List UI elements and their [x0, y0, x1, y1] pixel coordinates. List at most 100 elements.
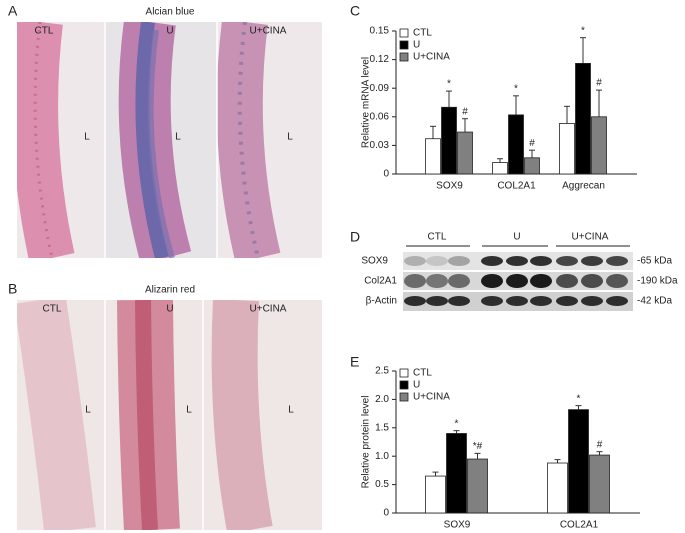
blot-band [606, 274, 628, 288]
blot-band [426, 296, 448, 306]
significance-mark: # [597, 439, 603, 450]
blot-band [448, 296, 470, 306]
blot-band [606, 256, 628, 266]
legend-label: U [413, 380, 420, 391]
histology-image [17, 300, 322, 530]
blot-band [506, 274, 528, 288]
bar [425, 138, 441, 175]
blot-band [556, 256, 578, 266]
blot-band [530, 296, 552, 306]
bar [446, 433, 467, 514]
row-label: Col2A1 [364, 276, 397, 287]
blot-band [581, 274, 603, 288]
significance-mark: *# [473, 441, 483, 452]
group-label: U [166, 26, 173, 37]
legend-label: CTL [413, 368, 432, 379]
legend-swatch [399, 28, 409, 38]
y-tick-label: 1.0 [375, 451, 389, 462]
blot-band [448, 256, 470, 266]
y-axis-label: Relative mRNA level [361, 57, 372, 148]
bar [492, 162, 508, 175]
legend-swatch [399, 52, 409, 62]
blot-band [506, 256, 528, 266]
group-label: U [166, 304, 173, 315]
significance-mark: * [514, 83, 518, 94]
legend-label: U+CINA [413, 52, 450, 63]
blot-band [530, 274, 552, 288]
legend-swatch [399, 40, 409, 50]
blot-band [404, 296, 426, 306]
bar [568, 409, 589, 514]
blot-band [506, 296, 528, 306]
significance-mark: # [462, 106, 468, 117]
y-tick-label: 0 [383, 508, 389, 519]
y-tick-label: 0.12 [370, 54, 390, 65]
panel-label: B [8, 281, 17, 297]
y-tick-label: 0 [383, 169, 389, 180]
x-tick-label: SOX9 [436, 181, 463, 192]
group-label: U [513, 232, 520, 243]
y-tick-label: 0.03 [370, 140, 390, 151]
x-tick-label: COL2A1 [560, 520, 599, 531]
y-tick-label: 0.06 [370, 111, 390, 122]
y-tick-label: 0.5 [375, 479, 389, 490]
blot-band [426, 274, 448, 288]
panel-label: A [8, 3, 18, 19]
legend-swatch [399, 368, 409, 378]
size-label: -42 kDa [637, 296, 672, 307]
y-tick-label: 0.09 [370, 83, 390, 94]
bar [547, 462, 568, 514]
blot-band [581, 296, 603, 306]
x-tick-label: Aggrecan [562, 181, 605, 192]
legend-label: CTL [413, 28, 432, 39]
significance-mark: * [447, 79, 451, 90]
lumen-label: L [288, 405, 294, 416]
y-axis-label: Relative protein level [361, 396, 372, 489]
panel-label: D [350, 229, 360, 245]
panel-label: C [350, 3, 360, 19]
blot-band [448, 274, 470, 288]
legend-swatch [399, 392, 409, 402]
group-label: U+CINA [572, 232, 609, 243]
histology-image [17, 22, 322, 258]
blot-band [426, 256, 448, 266]
size-label: -190 kDa [637, 276, 678, 287]
significance-mark: * [455, 418, 459, 429]
bar [591, 116, 607, 175]
row-label: SOX9 [361, 256, 388, 267]
bar [559, 123, 575, 175]
blot-band [481, 274, 503, 288]
group-label: U+CINA [250, 304, 287, 315]
lumen-label: L [175, 132, 181, 143]
blot-band [404, 256, 426, 266]
lumen-label: L [85, 405, 91, 416]
bar [508, 114, 524, 175]
lumen-label: L [186, 405, 192, 416]
bar [589, 454, 610, 514]
significance-mark: # [596, 78, 602, 89]
y-tick-label: 2.5 [375, 366, 389, 377]
blot-band [530, 256, 552, 266]
blot-band [606, 296, 628, 306]
y-tick-label: 2.0 [375, 394, 389, 405]
bar [457, 131, 473, 175]
lumen-label: L [287, 132, 293, 143]
blot-band [556, 296, 578, 306]
significance-mark: * [577, 393, 581, 404]
bar [425, 475, 446, 514]
group-label: CTL [35, 26, 54, 37]
blot-image [403, 252, 633, 311]
bar [575, 63, 591, 175]
significance-mark: * [581, 25, 585, 36]
bar [467, 458, 488, 514]
x-tick-label: COL2A1 [497, 181, 536, 192]
legend-swatch [399, 380, 409, 390]
blot-band [404, 274, 426, 288]
legend-label: U [413, 40, 420, 51]
size-label: -65 kDa [637, 256, 672, 267]
lumen-label: L [84, 132, 90, 143]
y-tick-label: 1.5 [375, 422, 389, 433]
bar [441, 106, 457, 175]
group-label: CTL [43, 304, 62, 315]
group-label: U+CINA [250, 26, 287, 37]
